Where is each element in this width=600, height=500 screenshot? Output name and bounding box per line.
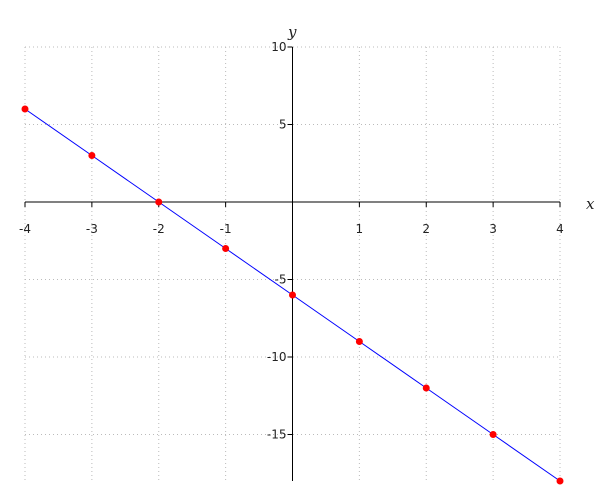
series <box>21 105 564 485</box>
x-tick-label: 3 <box>489 222 497 236</box>
grid <box>24 46 561 481</box>
x-tick-label: -4 <box>19 222 31 236</box>
y-tick-label: -15 <box>267 428 287 442</box>
x-tick-label: -1 <box>220 222 232 236</box>
y-tick-label: 10 <box>271 40 286 54</box>
data-point <box>21 105 29 113</box>
x-tick-label: 4 <box>556 222 564 236</box>
x-axis-label: x <box>586 195 595 213</box>
data-point <box>222 245 230 252</box>
x-tick-label: 1 <box>356 222 364 236</box>
ticks: -4 -3 -2 -1 1 2 3 4 10 5 -5 -10 -15 <box>19 40 564 442</box>
data-point <box>88 152 96 159</box>
data-point <box>489 431 497 438</box>
x-tick-label: -3 <box>86 222 98 236</box>
axes <box>25 47 560 481</box>
y-tick-label: 5 <box>279 118 287 132</box>
data-point <box>355 338 363 345</box>
data-point <box>422 384 430 392</box>
x-tick-label: -2 <box>153 222 165 236</box>
data-point <box>556 477 564 485</box>
y-tick-label: -5 <box>275 273 287 287</box>
data-point <box>289 291 296 299</box>
data-point <box>155 198 163 206</box>
y-axis-label: y <box>287 23 297 41</box>
y-tick-label: -10 <box>267 350 287 364</box>
x-tick-label: 2 <box>422 222 430 236</box>
